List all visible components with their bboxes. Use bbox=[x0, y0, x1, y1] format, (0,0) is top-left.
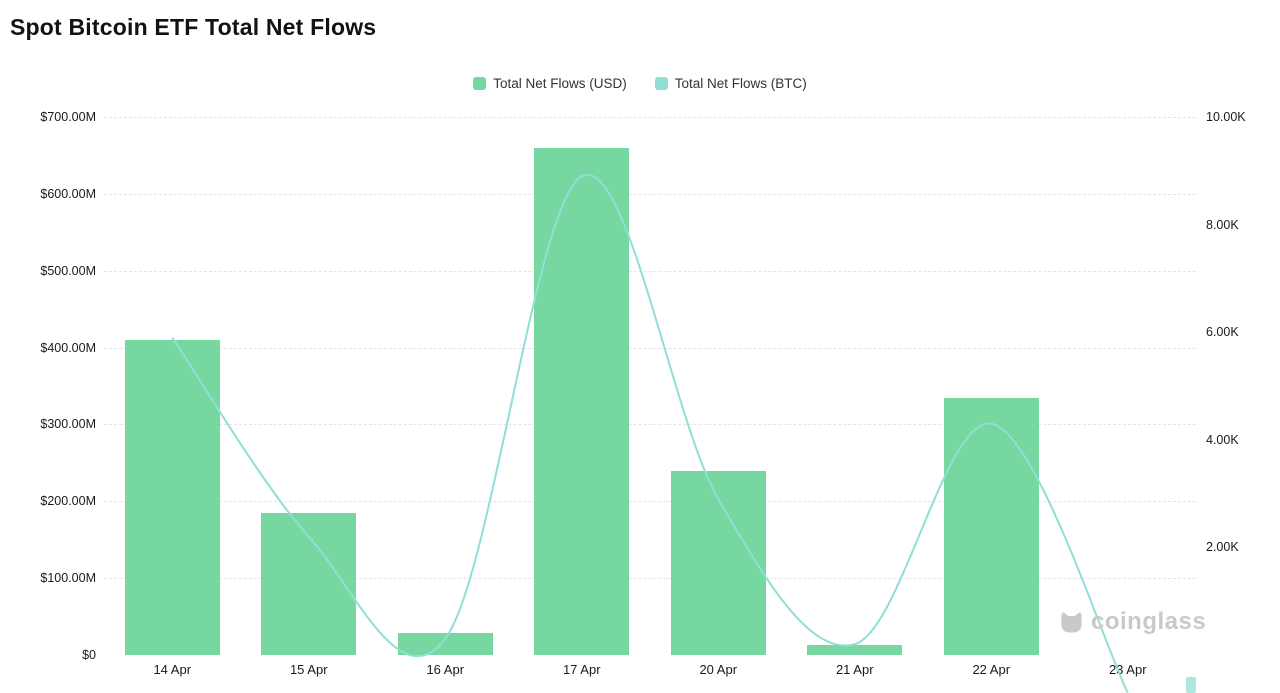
gridline bbox=[104, 193, 1196, 195]
coinglass-logo-icon bbox=[1061, 611, 1082, 633]
x-axis-label: 21 Apr bbox=[835, 662, 874, 677]
gridline bbox=[104, 270, 1196, 272]
bar-usd-netflow[interactable] bbox=[670, 470, 766, 655]
gridline bbox=[104, 117, 1196, 118]
legend-item-btc[interactable]: Total Net Flows (BTC) bbox=[654, 76, 807, 91]
legend-swatch-usd-icon bbox=[473, 77, 487, 90]
bar-usd-netflow[interactable] bbox=[124, 339, 220, 655]
chart-title: Spot Bitcoin ETF Total Net Flows bbox=[10, 14, 377, 40]
y-axis-right-label: 8.00K bbox=[1206, 217, 1239, 232]
y-axis-left-label: $0 bbox=[82, 648, 96, 662]
gridline bbox=[104, 347, 1196, 349]
legend: Total Net Flows (USD) Total Net Flows (B… bbox=[0, 76, 1280, 91]
y-axis-left-label: $100.00M bbox=[40, 571, 96, 586]
y-axis-left-label: $400.00M bbox=[40, 340, 96, 355]
legend-swatch-btc-icon bbox=[654, 77, 668, 90]
bar-usd-netflow[interactable] bbox=[534, 147, 630, 655]
x-axis-label: 22 Apr bbox=[972, 662, 1011, 677]
y-axis-right-label: 4.00K bbox=[1206, 432, 1239, 447]
y-axis-left-label: $300.00M bbox=[40, 417, 96, 432]
x-axis-label: 16 Apr bbox=[426, 662, 465, 677]
watermark: coinglass bbox=[1058, 608, 1206, 636]
x-axis-label: 17 Apr bbox=[562, 662, 601, 677]
y-axis-left-label: $700.00M bbox=[40, 110, 96, 124]
y-axis-left-label: $600.00M bbox=[40, 186, 96, 201]
x-axis-label: 15 Apr bbox=[289, 662, 328, 677]
y-axis-right-label: 6.00K bbox=[1206, 325, 1239, 340]
legend-label-usd: Total Net Flows (USD) bbox=[493, 76, 627, 91]
y-axis-right-label: 2.00K bbox=[1206, 540, 1239, 555]
bar-usd-netflow[interactable] bbox=[807, 645, 903, 655]
x-axis-label: 23 Apr bbox=[1108, 662, 1147, 677]
y-axis-left-label: $500.00M bbox=[40, 263, 96, 278]
legend-label-btc: Total Net Flows (BTC) bbox=[674, 76, 807, 91]
x-axis-label: 20 Apr bbox=[699, 662, 738, 677]
watermark-text: coinglass bbox=[1091, 608, 1207, 635]
legend-item-usd[interactable]: Total Net Flows (USD) bbox=[473, 76, 627, 91]
scrollbar-thumb[interactable] bbox=[1186, 677, 1196, 693]
bar-usd-netflow[interactable] bbox=[943, 397, 1039, 655]
bar-usd-netflow[interactable] bbox=[397, 633, 493, 655]
y-axis-right-label: 10.00K bbox=[1206, 110, 1246, 124]
bar-usd-netflow[interactable] bbox=[261, 512, 357, 655]
x-axis-label: 14 Apr bbox=[153, 662, 192, 677]
y-axis-left-label: $200.00M bbox=[40, 494, 96, 509]
